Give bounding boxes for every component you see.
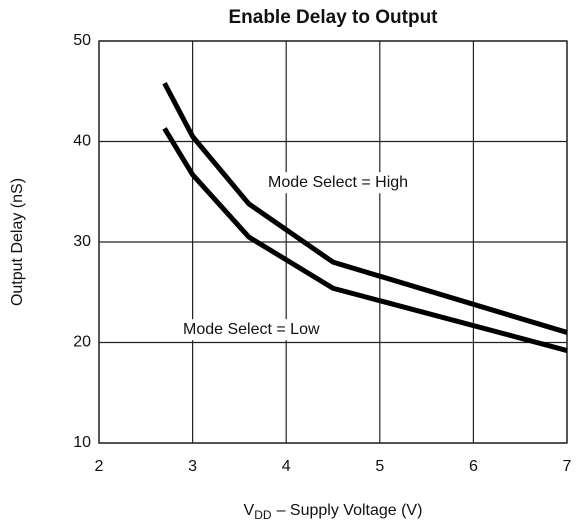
label-background [179,319,324,341]
y-axis-label: Output Delay (nS) [9,178,26,306]
x-tick-label: 3 [188,458,197,475]
plot-frame [98,40,568,444]
label-background [264,172,413,194]
x-axis-label: VDD – Supply Voltage (V) [244,502,423,522]
x-tick-label: 4 [282,458,291,475]
series-line [162,82,568,335]
x-tick-label: 2 [95,458,104,475]
series-label: Mode Select = High [268,174,408,191]
x-tick-label: 7 [563,458,572,475]
series-label: Mode Select = Low [183,321,320,338]
series-line [162,127,568,353]
x-label-main: V [244,502,255,519]
x-label-sub: DD [254,508,272,522]
y-tick-label: 30 [73,233,91,250]
x-label-rest: – Supply Voltage (V) [277,502,423,519]
y-tick-label: 20 [73,334,91,351]
x-tick-label: 5 [375,458,384,475]
y-tick-label: 40 [73,133,91,150]
chart-title: Enable Delay to Output [228,7,438,28]
x-tick-label: 6 [469,458,478,475]
y-tick-label: 10 [73,434,91,451]
y-tick-label: 50 [73,32,91,49]
